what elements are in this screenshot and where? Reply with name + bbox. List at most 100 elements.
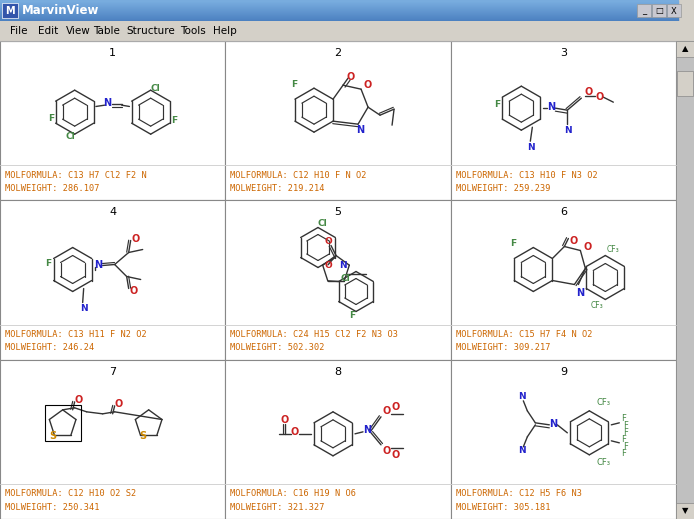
Text: F: F <box>623 421 628 430</box>
Text: O: O <box>325 261 332 270</box>
Text: MOLFORMULA: C13 H11 F N2 O2: MOLFORMULA: C13 H11 F N2 O2 <box>5 330 146 339</box>
Text: View: View <box>66 26 90 36</box>
Text: Cl: Cl <box>317 219 327 228</box>
Text: N: N <box>549 419 557 429</box>
Text: File: File <box>10 26 28 36</box>
Text: MOLFORMULA: C12 H5 F6 N3: MOLFORMULA: C12 H5 F6 N3 <box>456 489 582 499</box>
Text: 7: 7 <box>109 366 116 377</box>
Text: Table: Table <box>94 26 120 36</box>
Bar <box>0 41 226 200</box>
Bar <box>450 41 676 200</box>
Text: F: F <box>291 80 297 89</box>
Bar <box>0 18 678 19</box>
Text: O: O <box>583 242 591 253</box>
Text: F: F <box>621 435 626 444</box>
Text: F: F <box>621 449 626 458</box>
Text: Cl: Cl <box>66 132 76 141</box>
Bar <box>0 9 678 10</box>
Bar <box>676 41 694 519</box>
Text: N: N <box>527 143 535 152</box>
Bar <box>0 21 694 41</box>
Text: Cl: Cl <box>151 84 160 93</box>
Bar <box>0 5 678 6</box>
Text: 8: 8 <box>335 366 341 377</box>
Bar <box>0 11 678 12</box>
Bar <box>652 4 666 17</box>
Text: F: F <box>349 311 355 320</box>
Text: MOLFORMULA: C24 H15 Cl2 F2 N3 O3: MOLFORMULA: C24 H15 Cl2 F2 N3 O3 <box>230 330 398 339</box>
Text: Cl: Cl <box>341 275 350 283</box>
Text: N: N <box>518 392 526 401</box>
Text: O: O <box>383 406 391 416</box>
Text: MOLFORMULA: C15 H7 F4 N O2: MOLFORMULA: C15 H7 F4 N O2 <box>456 330 592 339</box>
Text: Edit: Edit <box>37 26 58 36</box>
Text: 9: 9 <box>560 366 567 377</box>
Text: N: N <box>564 126 572 134</box>
Text: MOLWEIGHT: 259.239: MOLWEIGHT: 259.239 <box>456 184 550 193</box>
Text: N: N <box>363 425 371 435</box>
Text: MOLWEIGHT: 321.327: MOLWEIGHT: 321.327 <box>230 502 325 512</box>
Bar <box>0 3 678 4</box>
Bar <box>677 71 693 96</box>
Text: MOLWEIGHT: 246.24: MOLWEIGHT: 246.24 <box>5 343 94 352</box>
Bar <box>0 200 226 360</box>
Text: MOLWEIGHT: 250.341: MOLWEIGHT: 250.341 <box>5 502 99 512</box>
Text: 1: 1 <box>109 48 116 58</box>
Bar <box>44 405 81 441</box>
Text: CF₃: CF₃ <box>596 458 610 467</box>
Text: MOLWEIGHT: 305.181: MOLWEIGHT: 305.181 <box>456 502 550 512</box>
Bar <box>0 12 678 13</box>
Text: F: F <box>494 100 500 108</box>
Bar <box>0 0 678 1</box>
Text: O: O <box>364 80 372 90</box>
Text: Tools: Tools <box>180 26 206 36</box>
Text: O: O <box>392 450 400 460</box>
Text: ▲: ▲ <box>682 45 688 53</box>
Text: N: N <box>80 304 87 313</box>
Text: CF₃: CF₃ <box>607 245 620 254</box>
Bar <box>0 1 678 2</box>
Text: S: S <box>139 431 146 441</box>
Text: F: F <box>510 239 516 248</box>
Text: MOLFORMULA: C12 H10 F N O2: MOLFORMULA: C12 H10 F N O2 <box>230 171 367 180</box>
Bar <box>0 15 678 16</box>
Text: CF₃: CF₃ <box>596 399 610 407</box>
Text: 6: 6 <box>560 207 567 217</box>
Text: 3: 3 <box>560 48 567 58</box>
Bar <box>0 6 678 7</box>
Bar <box>450 360 676 519</box>
Text: F: F <box>621 414 626 424</box>
Text: F: F <box>623 428 628 438</box>
Bar <box>0 16 678 17</box>
Text: O: O <box>281 415 289 425</box>
Bar <box>0 20 678 21</box>
Bar <box>676 503 694 519</box>
Bar <box>0 10 678 11</box>
Text: MOLWEIGHT: 502.302: MOLWEIGHT: 502.302 <box>230 343 325 352</box>
Bar <box>226 41 450 200</box>
Text: Help: Help <box>213 26 237 36</box>
Text: N: N <box>103 98 112 108</box>
Text: N: N <box>548 102 555 112</box>
Bar <box>0 7 678 8</box>
Text: 2: 2 <box>335 48 341 58</box>
Text: MOLWEIGHT: 286.107: MOLWEIGHT: 286.107 <box>5 184 99 193</box>
Text: MOLWEIGHT: 219.214: MOLWEIGHT: 219.214 <box>230 184 325 193</box>
Bar <box>667 4 681 17</box>
Bar <box>226 360 450 519</box>
Bar <box>0 4 678 5</box>
Text: N: N <box>94 260 103 269</box>
Bar <box>0 13 678 14</box>
Text: O: O <box>584 87 593 97</box>
Text: O: O <box>132 234 139 243</box>
Text: MOLFORMULA: C13 H7 Cl2 F2 N: MOLFORMULA: C13 H7 Cl2 F2 N <box>5 171 146 180</box>
Text: MarvinView: MarvinView <box>22 5 99 18</box>
Text: S: S <box>49 431 56 441</box>
Text: M: M <box>5 6 15 16</box>
Text: ▼: ▼ <box>682 507 688 515</box>
Text: O: O <box>130 285 138 295</box>
Bar <box>0 19 678 20</box>
Text: O: O <box>347 72 355 82</box>
Bar <box>0 2 678 3</box>
Text: Structure: Structure <box>126 26 175 36</box>
